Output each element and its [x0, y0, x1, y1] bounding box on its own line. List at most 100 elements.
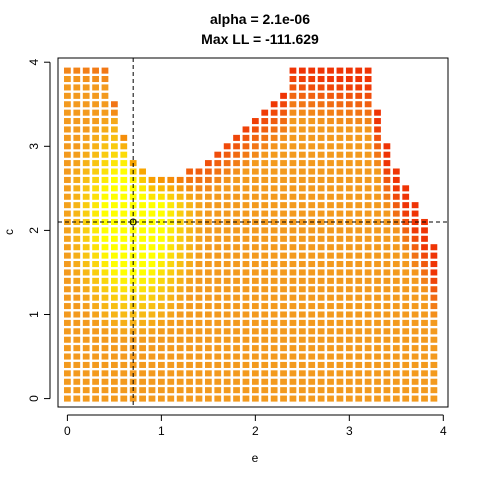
heatmap-cell: [242, 378, 250, 385]
heatmap-cell: [298, 176, 306, 183]
heatmap-cell: [148, 328, 156, 335]
heatmap-cell: [383, 336, 391, 343]
heatmap-cell: [298, 202, 306, 209]
heatmap-cell: [327, 126, 334, 133]
heatmap-cell: [157, 303, 165, 310]
heatmap-cell: [261, 126, 269, 133]
heatmap-cell: [317, 67, 325, 74]
heatmap-cell: [317, 395, 325, 402]
heatmap-cell: [157, 370, 165, 377]
heatmap-cell: [270, 277, 278, 284]
heatmap-cell: [430, 269, 438, 276]
heatmap-cell: [195, 244, 203, 251]
heatmap-cell: [120, 370, 128, 377]
heatmap-cell: [242, 143, 250, 150]
heatmap-cell: [223, 269, 231, 276]
heatmap-cell: [374, 361, 381, 368]
heatmap-cell: [101, 319, 109, 326]
heatmap-cell: [214, 311, 222, 318]
heatmap-cell: [308, 370, 316, 377]
heatmap-cell: [280, 303, 287, 310]
heatmap-cell: [167, 286, 175, 293]
heatmap-cell: [233, 134, 240, 141]
heatmap-cell: [298, 227, 306, 234]
heatmap-cell: [289, 361, 297, 368]
heatmap-cell: [82, 328, 90, 335]
heatmap-cell: [129, 193, 137, 200]
heatmap-cell: [308, 84, 316, 91]
heatmap-cell: [355, 109, 363, 116]
heatmap-cell: [186, 269, 193, 276]
heatmap-cell: [355, 227, 363, 234]
heatmap-cell: [280, 345, 287, 352]
heatmap-cell: [204, 303, 212, 310]
heatmap-cell: [251, 336, 259, 343]
heatmap-cell: [251, 134, 259, 141]
heatmap-cell: [261, 193, 269, 200]
heatmap-cell: [111, 353, 118, 360]
heatmap-cell: [195, 235, 203, 242]
heatmap-cell: [392, 176, 400, 183]
heatmap-cell: [317, 303, 325, 310]
heatmap-cell: [111, 101, 118, 108]
heatmap-cell: [364, 176, 372, 183]
heatmap-cell: [411, 328, 419, 335]
heatmap-cell: [383, 277, 391, 284]
heatmap-cell: [204, 294, 212, 301]
heatmap-cell: [120, 227, 128, 234]
heatmap-cell: [383, 311, 391, 318]
heatmap-cell: [289, 370, 297, 377]
heatmap-cell: [92, 118, 99, 125]
heatmap-cell: [167, 269, 175, 276]
heatmap-cell: [374, 294, 381, 301]
heatmap-cell: [383, 143, 391, 150]
heatmap-cell: [289, 261, 297, 268]
heatmap-cell: [120, 151, 128, 158]
heatmap-cell: [280, 126, 287, 133]
heatmap-cell: [64, 336, 71, 343]
heatmap-cell: [411, 235, 419, 242]
heatmap-cell: [214, 269, 222, 276]
heatmap-cell: [280, 294, 287, 301]
heatmap-cell: [148, 353, 156, 360]
heatmap-cell: [336, 101, 344, 108]
heatmap-cell: [308, 345, 316, 352]
heatmap-cell: [261, 185, 269, 192]
heatmap-cell: [73, 319, 81, 326]
heatmap-cell: [355, 84, 363, 91]
heatmap-cell: [421, 387, 428, 394]
heatmap-cell: [148, 277, 156, 284]
heatmap-cell: [327, 109, 334, 116]
heatmap-cell: [139, 378, 146, 385]
heatmap-cell: [289, 185, 297, 192]
heatmap-cell: [176, 202, 184, 209]
heatmap-cell: [374, 143, 381, 150]
heatmap-cell: [82, 143, 90, 150]
heatmap-cell: [345, 345, 353, 352]
heatmap-cell: [280, 361, 287, 368]
heatmap-cell: [242, 336, 250, 343]
heatmap-cell: [101, 160, 109, 167]
heatmap-cell: [261, 361, 269, 368]
heatmap-cell: [64, 286, 71, 293]
heatmap-cell: [195, 185, 203, 192]
heatmap-cell: [111, 319, 118, 326]
heatmap-cell: [101, 252, 109, 259]
heatmap-cell: [204, 244, 212, 251]
heatmap-cell: [251, 328, 259, 335]
heatmap-cell: [317, 168, 325, 175]
heatmap-cell: [233, 277, 240, 284]
heatmap-cell: [120, 395, 128, 402]
heatmap-cell: [364, 227, 372, 234]
heatmap-cell: [242, 227, 250, 234]
heatmap-cell: [270, 261, 278, 268]
heatmap-cell: [317, 378, 325, 385]
heatmap-cell: [157, 345, 165, 352]
heatmap-cell: [317, 84, 325, 91]
heatmap-cell: [383, 378, 391, 385]
heatmap-cell: [167, 193, 175, 200]
heatmap-cell: [176, 370, 184, 377]
heatmap-cell: [195, 168, 203, 175]
heatmap-cell: [336, 202, 344, 209]
heatmap-cell: [421, 328, 428, 335]
